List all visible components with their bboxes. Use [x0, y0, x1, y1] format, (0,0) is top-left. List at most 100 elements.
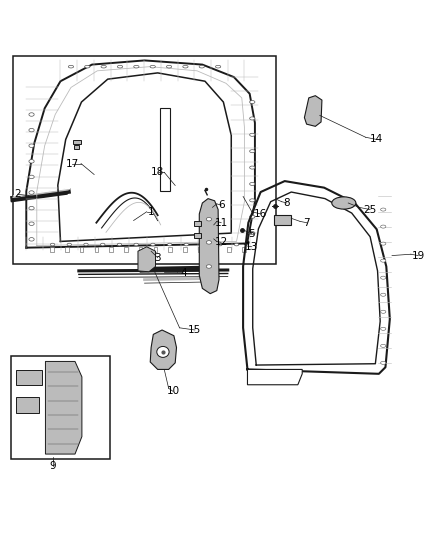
Ellipse shape — [184, 243, 188, 246]
Bar — [198, 247, 201, 252]
Bar — [65, 247, 69, 252]
Text: 19: 19 — [412, 251, 425, 261]
Ellipse shape — [29, 175, 34, 179]
Bar — [73, 140, 81, 143]
Bar — [11, 356, 110, 459]
Ellipse shape — [206, 241, 212, 244]
Ellipse shape — [381, 208, 386, 211]
Bar — [110, 247, 113, 252]
Bar — [80, 247, 83, 252]
Polygon shape — [46, 361, 82, 454]
Bar — [194, 221, 201, 226]
Text: 25: 25 — [364, 205, 377, 215]
Bar — [274, 215, 291, 225]
Text: 16: 16 — [254, 209, 267, 219]
Text: 5: 5 — [248, 229, 255, 239]
Bar — [139, 247, 142, 252]
Ellipse shape — [250, 182, 255, 185]
Ellipse shape — [68, 66, 74, 68]
Text: 4: 4 — [180, 268, 187, 278]
Ellipse shape — [206, 265, 212, 268]
Polygon shape — [199, 199, 219, 294]
Ellipse shape — [381, 361, 386, 365]
Ellipse shape — [101, 66, 106, 68]
Bar — [74, 146, 79, 149]
Bar — [50, 247, 54, 252]
Ellipse shape — [117, 243, 122, 246]
Bar — [13, 56, 276, 264]
Text: 8: 8 — [283, 198, 290, 208]
Ellipse shape — [150, 66, 155, 68]
Ellipse shape — [381, 310, 386, 313]
Text: 13: 13 — [245, 242, 258, 252]
Text: 14: 14 — [370, 134, 383, 144]
Bar — [16, 370, 42, 385]
Bar — [16, 398, 39, 413]
Ellipse shape — [250, 133, 255, 136]
Ellipse shape — [29, 113, 34, 116]
Polygon shape — [247, 369, 302, 385]
Ellipse shape — [29, 206, 34, 210]
Ellipse shape — [101, 243, 105, 246]
Ellipse shape — [29, 128, 34, 132]
Ellipse shape — [29, 222, 34, 225]
Text: 2: 2 — [14, 189, 21, 199]
Bar — [95, 247, 98, 252]
Text: 7: 7 — [303, 217, 310, 228]
Ellipse shape — [381, 242, 386, 245]
Ellipse shape — [84, 243, 88, 246]
Ellipse shape — [332, 197, 356, 209]
Polygon shape — [150, 330, 177, 369]
Ellipse shape — [157, 346, 169, 358]
Ellipse shape — [29, 144, 34, 148]
Polygon shape — [304, 96, 322, 126]
Ellipse shape — [134, 243, 138, 246]
Ellipse shape — [381, 225, 386, 228]
Ellipse shape — [250, 150, 255, 153]
Ellipse shape — [151, 243, 155, 246]
Ellipse shape — [167, 243, 172, 246]
Text: 3: 3 — [154, 253, 161, 263]
Ellipse shape — [85, 66, 90, 68]
Text: 18: 18 — [151, 167, 164, 177]
Bar — [169, 247, 172, 252]
Ellipse shape — [250, 199, 255, 202]
Ellipse shape — [166, 66, 172, 68]
Bar — [124, 247, 127, 252]
Ellipse shape — [50, 243, 55, 246]
Ellipse shape — [215, 66, 221, 68]
Ellipse shape — [250, 101, 255, 103]
Bar — [154, 247, 157, 252]
Ellipse shape — [29, 238, 34, 241]
Bar — [194, 233, 201, 238]
Text: 6: 6 — [218, 200, 225, 210]
Ellipse shape — [250, 117, 255, 120]
Ellipse shape — [218, 243, 222, 246]
Text: 15: 15 — [188, 325, 201, 335]
Bar — [227, 247, 231, 252]
Ellipse shape — [234, 243, 239, 246]
Text: 9: 9 — [49, 461, 56, 471]
Ellipse shape — [250, 166, 255, 169]
Ellipse shape — [199, 66, 205, 68]
Bar — [160, 108, 170, 191]
Ellipse shape — [206, 217, 212, 221]
Bar — [242, 247, 246, 252]
Ellipse shape — [29, 191, 34, 195]
Ellipse shape — [117, 66, 123, 68]
Text: 10: 10 — [166, 386, 180, 397]
Ellipse shape — [201, 243, 205, 246]
Ellipse shape — [381, 293, 386, 296]
Ellipse shape — [381, 344, 386, 348]
Ellipse shape — [381, 276, 386, 279]
Polygon shape — [138, 247, 155, 272]
Bar — [213, 247, 216, 252]
Ellipse shape — [29, 159, 34, 163]
Ellipse shape — [250, 215, 255, 218]
Text: 1: 1 — [148, 207, 155, 217]
Ellipse shape — [134, 66, 139, 68]
Ellipse shape — [67, 243, 71, 246]
Text: 17: 17 — [66, 159, 79, 168]
Bar — [183, 247, 187, 252]
Ellipse shape — [183, 66, 188, 68]
